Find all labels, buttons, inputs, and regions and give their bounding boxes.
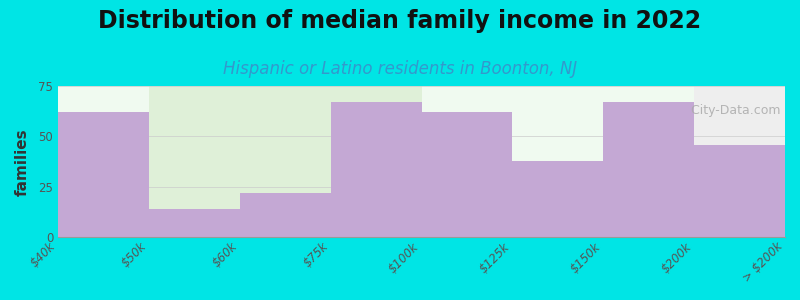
Text: Hispanic or Latino residents in Boonton, NJ: Hispanic or Latino residents in Boonton,… xyxy=(223,60,577,78)
Bar xyxy=(694,86,785,237)
Bar xyxy=(513,161,603,237)
Bar xyxy=(422,112,513,237)
Text: Distribution of median family income in 2022: Distribution of median family income in … xyxy=(98,9,702,33)
Bar xyxy=(240,193,330,237)
Bar xyxy=(149,209,240,237)
Bar xyxy=(149,86,422,237)
Bar xyxy=(694,145,785,237)
Text: City-Data.com: City-Data.com xyxy=(683,104,781,117)
Y-axis label: families: families xyxy=(15,128,30,196)
Bar xyxy=(603,102,694,237)
Bar xyxy=(330,102,422,237)
Bar xyxy=(58,112,149,237)
